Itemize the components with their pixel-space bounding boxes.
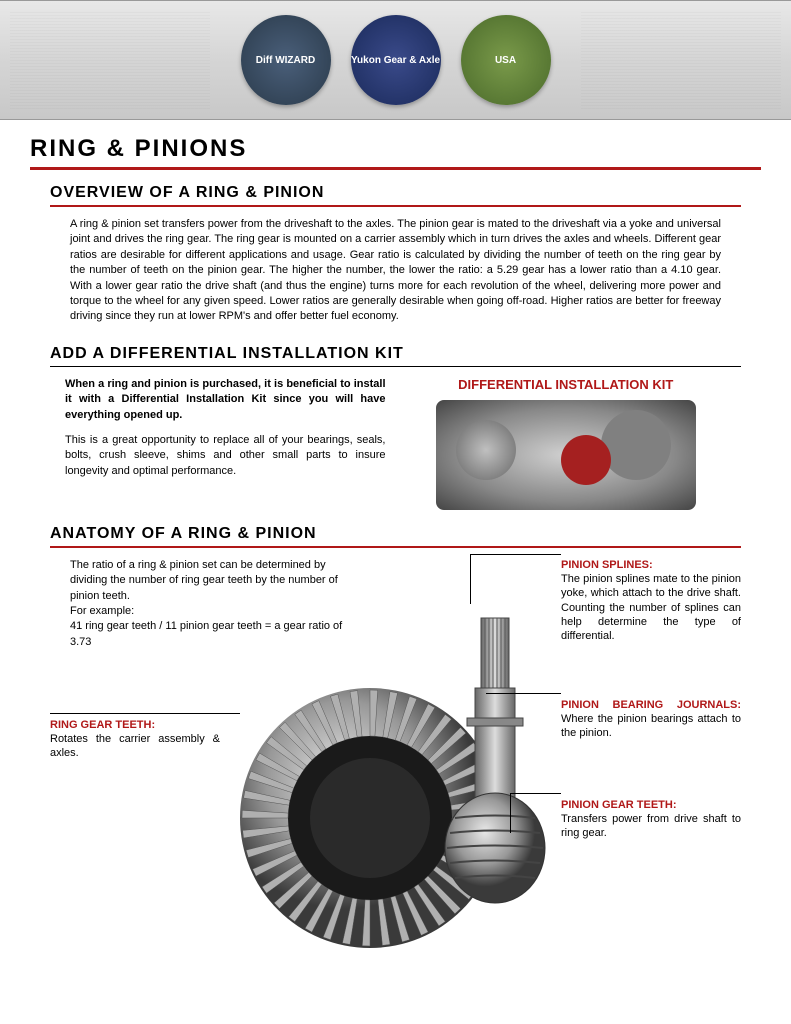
overview-title: OVERVIEW OF A RING & PINION	[50, 184, 741, 202]
callout-line	[471, 554, 561, 555]
kit-title: ADD A DIFFERENTIAL INSTALLATION KIT	[50, 345, 741, 363]
anatomy-intro-2: For example:	[70, 605, 134, 617]
section-anatomy: ANATOMY OF A RING & PINION The ratio of …	[30, 525, 761, 958]
divider-anatomy	[50, 546, 741, 548]
divider-main	[30, 167, 761, 170]
callout-line	[50, 713, 240, 714]
logo-yukon: Yukon Gear & Axle	[351, 15, 441, 105]
callout-ring-teeth: RING GEAR TEETH: Rotates the carrier ass…	[50, 718, 220, 761]
kit-image	[436, 400, 696, 510]
callout-ring-teeth-title: RING GEAR TEETH:	[50, 719, 155, 731]
callout-pinion-teeth: PINION GEAR TEETH: Transfers power from …	[561, 798, 741, 841]
divider-kit	[50, 366, 741, 367]
content-area: RING & PINIONS OVERVIEW OF A RING & PINI…	[0, 120, 791, 958]
callout-line	[486, 693, 561, 694]
kit-body-text: This is a great opportunity to replace a…	[65, 433, 386, 479]
divider-overview	[50, 205, 741, 207]
logo-usa: USA	[461, 15, 551, 105]
gear-diagram	[220, 598, 580, 958]
callout-bearing-body: Where the pinion bearings attach to the …	[561, 713, 741, 739]
callout-pteeth-body: Transfers power from drive shaft to ring…	[561, 813, 741, 839]
kit-lead-text: When a ring and pinion is purchased, it …	[65, 377, 386, 423]
callout-pinion-bearing: PINION BEARING JOURNALS: Where the pinio…	[561, 698, 741, 741]
logo-diff-wizard: Diff WIZARD	[241, 15, 331, 105]
callout-line	[470, 554, 471, 604]
callout-bearing-title: PINION BEARING JOURNALS:	[561, 699, 741, 711]
callout-line	[510, 793, 511, 833]
anatomy-intro-1: The ratio of a ring & pinion set can be …	[70, 559, 338, 602]
callout-pinion-splines: PINION SPLINES: The pinion splines mate …	[561, 558, 741, 644]
callout-splines-title: PINION SPLINES:	[561, 559, 653, 571]
page-title: RING & PINIONS	[30, 135, 761, 163]
section-overview: OVERVIEW OF A RING & PINION A ring & pin…	[30, 184, 761, 325]
overview-body: A ring & pinion set transfers power from…	[50, 217, 741, 325]
callout-pteeth-title: PINION GEAR TEETH:	[561, 799, 677, 811]
callout-line	[511, 793, 561, 794]
section-kit: ADD A DIFFERENTIAL INSTALLATION KIT When…	[30, 345, 761, 510]
callout-splines-body: The pinion splines mate to the pinion yo…	[561, 573, 741, 642]
kit-image-title: DIFFERENTIAL INSTALLATION KIT	[406, 377, 727, 392]
header-band: Diff WIZARD Yukon Gear & Axle USA	[0, 0, 791, 120]
anatomy-title: ANATOMY OF A RING & PINION	[50, 525, 741, 543]
callout-ring-teeth-body: Rotates the carrier assembly & axles.	[50, 733, 220, 759]
